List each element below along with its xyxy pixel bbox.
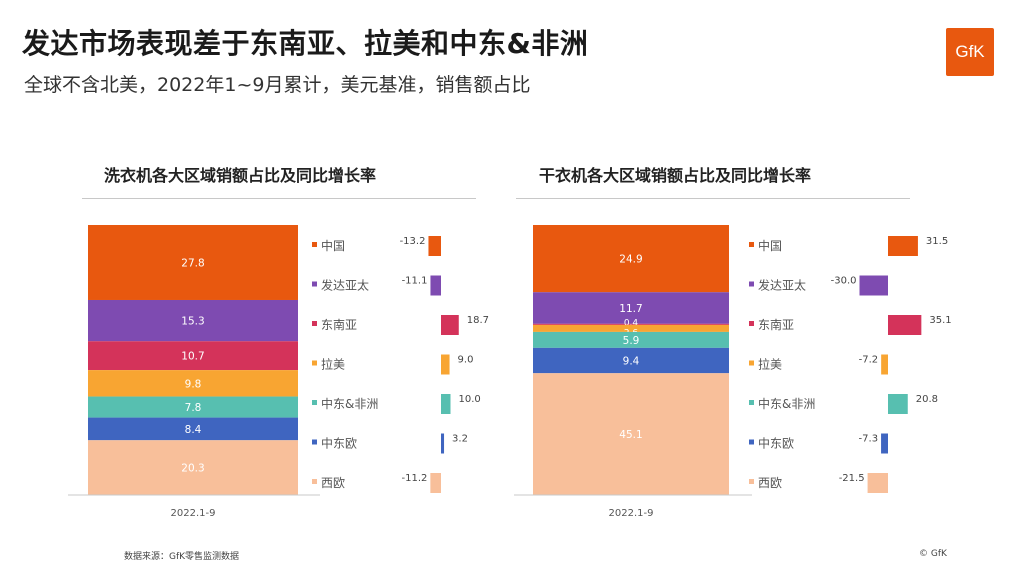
chart-2-legend-label-6: 中东欧 (758, 436, 794, 451)
chart-2-share-label-7: 45.1 (619, 429, 642, 441)
chart-1-legend-label-3: 东南亚 (321, 317, 357, 332)
chart-1-growth-bar-6 (441, 433, 445, 454)
chart-1-share-label-1: 27.8 (181, 257, 204, 269)
chart-2-legend-label-3: 东南亚 (758, 317, 794, 332)
chart-1-growth-label-2: -11.1 (402, 276, 428, 287)
chart-2-growth-label-4: -7.2 (859, 355, 879, 366)
chart-2-growth-label-1: 31.5 (926, 236, 948, 247)
chart-2-share-bar-6 (533, 347, 729, 374)
chart-1-legend-swatch-7 (312, 479, 317, 484)
chart-1-share-bar-4 (88, 370, 298, 397)
chart-2-legend-label-2: 发达亚太 (758, 278, 806, 293)
chart-2-category-label: 2022.1-9 (609, 508, 654, 519)
chart-2-share-bar-3 (533, 323, 729, 325)
chart-2-share-label-6: 9.4 (623, 356, 640, 368)
chart-1-growth-bar-2 (430, 275, 441, 296)
chart-2-legend-label-4: 拉美 (758, 357, 782, 372)
chart-1-legend-swatch-1 (312, 242, 317, 247)
chart-2-growth-label-3: 35.1 (929, 315, 951, 326)
chart-2-growth-bar-4 (881, 354, 888, 375)
chart-1-growth-bar-1 (428, 236, 441, 256)
chart-1-share-label-5: 7.8 (185, 402, 202, 414)
chart-1-growth-bar-3 (441, 315, 459, 335)
chart-1-share-label-4: 9.8 (185, 378, 202, 390)
chart-2-share-label-1: 24.9 (619, 254, 642, 266)
chart-1-share-label-3: 10.7 (181, 351, 204, 363)
chart-1-share-bar-7 (88, 440, 298, 495)
chart-2-legend-swatch-4 (749, 360, 754, 366)
chart-1-legend-label-6: 中东欧 (321, 436, 357, 451)
chart-2-growth-bar-7 (867, 473, 888, 493)
chart-2-share-bar-2 (533, 292, 729, 324)
source-note: 数据来源：GfK零售监测数据 (124, 552, 240, 562)
chart-2-legend-swatch-3 (749, 321, 754, 326)
chart-2-share-label-3: 0.4 (624, 318, 639, 328)
chart-2-legend-label-5: 中东&非洲 (758, 396, 815, 411)
chart-1-legend-label-4: 拉美 (321, 357, 345, 372)
chart-2-growth-bar-2 (859, 275, 888, 296)
chart-2-legend-swatch-1 (749, 242, 754, 247)
chart-2-legend-swatch-6 (749, 439, 754, 445)
chart-1-title-rule (82, 198, 476, 199)
chart-1-growth-bar-5 (441, 394, 451, 414)
chart-2-growth-label-5: 20.8 (916, 394, 938, 405)
chart-2-legend-label-7: 西欧 (758, 476, 782, 490)
chart-2-legend-label-1: 中国 (758, 238, 782, 253)
chart-1-share-bar-2 (88, 299, 298, 342)
chart-1-growth-label-3: 18.7 (467, 315, 489, 326)
chart-1-legend-swatch-2 (312, 281, 317, 287)
chart-1-growth-bar-7 (430, 473, 441, 493)
chart-1-legend-swatch-5 (312, 400, 317, 405)
copyright-note: © GfK (919, 549, 947, 559)
chart-1-legend-swatch-4 (312, 360, 317, 366)
chart-2-growth-bar-5 (888, 394, 908, 414)
chart-1-share-bar-5 (88, 396, 298, 418)
chart-2-share-bar-4 (533, 324, 729, 332)
chart-1-growth-label-4: 9.0 (458, 355, 474, 366)
chart-1-growth-label-7: -11.2 (401, 473, 427, 484)
gfk-logo: GfK (946, 28, 994, 76)
chart-2-growth-bar-1 (888, 236, 918, 256)
chart-1-share-bar-1 (88, 225, 298, 300)
chart-2-title-rule (516, 198, 910, 199)
page-subtitle: 全球不含北美，2022年1~9月累计，美元基准，销售额占比 (24, 74, 531, 96)
chart-2-growth-bar-6 (881, 433, 888, 454)
chart-1-growth-label-1: -13.2 (400, 236, 426, 247)
chart-1-share-bar-3 (88, 341, 298, 371)
chart-1-title: 洗衣机各大区域销额占比及同比增长率 (104, 166, 377, 185)
chart-2-growth-bar-3 (888, 315, 922, 335)
chart-2-growth-label-6: -7.3 (859, 434, 879, 445)
chart-1-legend-swatch-3 (312, 321, 317, 326)
chart-1-category-label: 2022.1-9 (171, 508, 216, 519)
chart-2-share-label-2: 11.7 (619, 303, 642, 315)
page-title: 发达市场表现差于东南亚、拉美和中东&非洲 (22, 27, 589, 60)
chart-1-growth-label-5: 10.0 (459, 394, 481, 405)
chart-2-growth-label-7: -21.5 (839, 473, 865, 484)
chart-1-legend-label-5: 中东&非洲 (321, 396, 378, 411)
chart-1-growth-bar-4 (441, 354, 450, 375)
chart-2-legend-swatch-2 (749, 281, 754, 287)
chart-1-legend-label-7: 西欧 (321, 476, 345, 490)
chart-1-legend-label-1: 中国 (321, 238, 345, 253)
chart-1-share-label-7: 20.3 (181, 463, 204, 475)
chart-2-legend-swatch-5 (749, 400, 754, 405)
chart-2-share-bar-1 (533, 225, 729, 293)
chart-1-growth-label-6: 3.2 (452, 434, 468, 445)
chart-2-share-label-5: 5.9 (623, 335, 640, 347)
chart-2-title: 干衣机各大区域销额占比及同比增长率 (539, 166, 812, 185)
chart-1-legend-swatch-6 (312, 439, 317, 445)
chart-1-share-bar-6 (88, 417, 298, 441)
chart-2-share-bar-5 (533, 331, 729, 348)
chart-2-growth-label-2: -30.0 (831, 276, 857, 287)
chart-1-share-label-2: 15.3 (181, 316, 204, 328)
chart-2-share-bar-7 (533, 373, 729, 495)
chart-2-legend-swatch-7 (749, 479, 754, 484)
chart-1-share-label-6: 8.4 (185, 424, 202, 436)
chart-1-legend-label-2: 发达亚太 (321, 278, 369, 293)
